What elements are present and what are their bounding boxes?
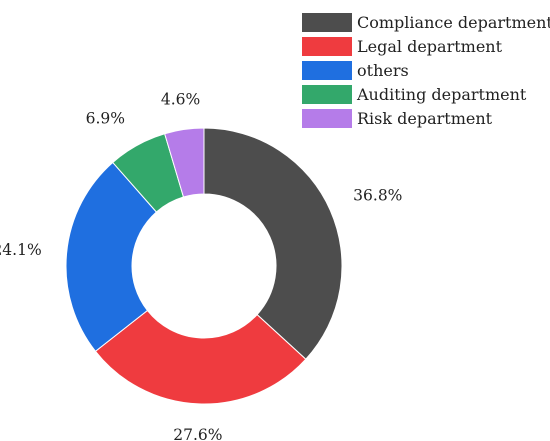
legend-swatch bbox=[302, 36, 352, 56]
data-label-compliance: 36.8% bbox=[353, 186, 402, 204]
legend-label: Auditing department bbox=[357, 84, 527, 104]
legend-item-others: others bbox=[302, 58, 550, 82]
slice-legal bbox=[94, 309, 307, 405]
legend-swatch bbox=[302, 12, 352, 32]
legend-item-compliance: Compliance department bbox=[302, 10, 550, 34]
legend-swatch bbox=[302, 108, 352, 128]
legend-label: others bbox=[357, 60, 409, 80]
legend-item-auditing: Auditing department bbox=[302, 82, 550, 106]
data-label-auditing: 6.9% bbox=[86, 109, 125, 127]
legend-item-risk: Risk department bbox=[302, 106, 550, 130]
slice-risk bbox=[164, 127, 205, 198]
chart-legend: Compliance department Legal department o… bbox=[302, 10, 550, 130]
legend-label: Legal department bbox=[357, 36, 503, 56]
legend-label: Compliance department bbox=[357, 12, 550, 32]
legend-swatch bbox=[302, 84, 352, 104]
data-label-others: 24.1% bbox=[0, 241, 42, 259]
legend-swatch bbox=[302, 60, 352, 80]
legend-item-legal: Legal department bbox=[302, 34, 550, 58]
data-label-risk: 4.6% bbox=[161, 91, 200, 109]
slice-others bbox=[65, 161, 158, 352]
legend-label: Risk department bbox=[357, 108, 493, 128]
data-label-legal: 27.6% bbox=[173, 426, 222, 441]
slice-compliance bbox=[203, 127, 343, 360]
